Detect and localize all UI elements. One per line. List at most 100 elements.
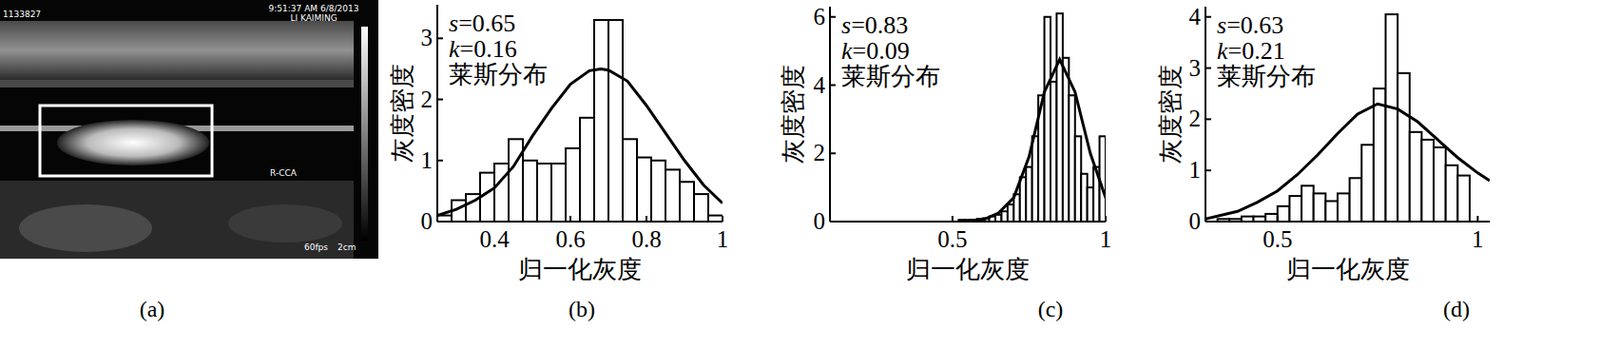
histogram-bar [679, 181, 694, 222]
x-axis [829, 220, 1106, 223]
image-text: 1133827 [2, 9, 41, 20]
y-tick-label: 1 [1189, 156, 1202, 183]
y-axis-label: 灰度密度 [388, 63, 417, 163]
histogram-bar [1397, 73, 1410, 222]
histogram-chart: 0.5101234归一化灰度灰度密度s=0.63k=0.21莱斯分布 [1156, 3, 1490, 284]
y-tick-label: 0 [1189, 208, 1202, 234]
histogram-bar [1277, 206, 1291, 222]
annotation-symbol: k [841, 37, 853, 65]
y-tick [1205, 67, 1212, 70]
histogram-chart: 0.510246归一化灰度灰度密度s=0.83k=0.09莱斯分布 [779, 3, 1112, 284]
x-tick [1476, 215, 1479, 222]
y-tick [1205, 169, 1212, 172]
fit-curve [437, 68, 723, 215]
x-tick [1276, 215, 1279, 222]
histogram-bar [565, 148, 580, 222]
histogram-bar [636, 157, 652, 222]
figure: 11338279:51:37 AM 6/8/2013LI KAIMINGR-CC… [0, 0, 1600, 349]
x-axis [437, 220, 723, 223]
y-tick-label: 2 [421, 86, 434, 113]
histogram-bar [651, 160, 666, 222]
histogram-bar [1289, 195, 1302, 222]
annotation-value: =0.09 [852, 37, 910, 65]
x-axis-label: 归一化灰度 [906, 255, 1030, 284]
image-bg [0, 0, 379, 259]
histogram-bar [522, 160, 538, 222]
histogram-bar [1325, 200, 1338, 222]
annotation-symbol: s [841, 11, 851, 39]
histogram-bar [1349, 177, 1363, 222]
y-axis [828, 6, 831, 222]
x-tick-label: 1 [716, 226, 730, 252]
image-text: 2cm [337, 242, 356, 252]
histogram-bar [1409, 132, 1423, 222]
annotation-value: =0.63 [1226, 11, 1284, 39]
y-tick [437, 220, 444, 223]
annotation: k=0.09 [841, 37, 910, 65]
histogram-bar [608, 19, 623, 222]
image-text: LI KAIMING [289, 13, 337, 23]
image-text: 60fps [304, 242, 328, 252]
plot-area [958, 13, 1106, 222]
x-tick-label: 1 [1099, 226, 1113, 252]
fit-curve [967, 59, 1106, 222]
y-tick [829, 152, 836, 155]
x-tick-label: 0.5 [1262, 226, 1292, 252]
annotation: s=0.65 [448, 9, 516, 38]
y-tick [437, 98, 444, 101]
x-tick [951, 215, 954, 222]
x-tick [721, 215, 724, 222]
annotation: s=0.83 [841, 11, 908, 39]
histogram-bar [1313, 192, 1327, 222]
annotation: s=0.63 [1216, 11, 1284, 39]
y-tick [829, 220, 836, 223]
image-text: 9:51:37 AM 6/8/2013 [269, 3, 360, 14]
y-tick [1205, 220, 1212, 223]
histogram-bar [1386, 14, 1399, 222]
y-axis-label: 灰度密度 [1156, 64, 1185, 164]
y-tick [437, 37, 444, 39]
x-axis-label: 归一化灰度 [1286, 255, 1410, 284]
x-tick-label: 1 [1471, 226, 1485, 252]
ultrasound-panel: 11338279:51:37 AM 6/8/2013LI KAIMINGR-CC… [0, 0, 379, 259]
y-tick-label: 3 [421, 24, 434, 51]
histogram-bar [1337, 192, 1350, 222]
histogram-bar [1301, 185, 1314, 222]
y-tick-label: 2 [813, 139, 827, 166]
histogram-bar [1373, 88, 1387, 222]
annotation-symbol: s [448, 9, 459, 38]
annotation-value: =0.21 [1228, 37, 1286, 65]
histogram-bar [551, 163, 566, 222]
x-tick [1104, 215, 1107, 222]
y-tick-label: 0 [813, 208, 827, 234]
x-tick-label: 0.8 [631, 226, 661, 252]
y-tick-label: 0 [421, 208, 434, 234]
y-tick-label: 4 [813, 72, 827, 98]
panel-label: (c) [1038, 296, 1064, 322]
y-tick [829, 84, 836, 87]
y-tick [437, 159, 444, 162]
histogram-bar [579, 117, 595, 222]
vessel-wall [0, 79, 354, 88]
y-axis [1204, 6, 1207, 222]
y-tick [1205, 117, 1212, 120]
plaque [57, 119, 210, 166]
histogram-bar [1421, 139, 1434, 222]
histogram-bar [665, 169, 680, 222]
y-axis [436, 4, 439, 222]
y-tick [1205, 16, 1212, 19]
histogram-bar [693, 193, 709, 222]
annotation: 莱斯分布 [1216, 62, 1316, 91]
plot-area [1205, 14, 1490, 222]
y-tick-label: 3 [1189, 55, 1202, 81]
x-axis-label: 归一化灰度 [518, 255, 642, 284]
x-tick [645, 215, 648, 222]
roi-box [39, 105, 213, 176]
annotation-symbol: s [1216, 11, 1227, 39]
tissue-lower [0, 180, 354, 259]
panel-label: (b) [568, 296, 596, 322]
histogram-bar [1361, 144, 1374, 222]
x-tick [569, 215, 572, 222]
x-axis [1205, 220, 1490, 223]
x-tick [493, 215, 496, 222]
